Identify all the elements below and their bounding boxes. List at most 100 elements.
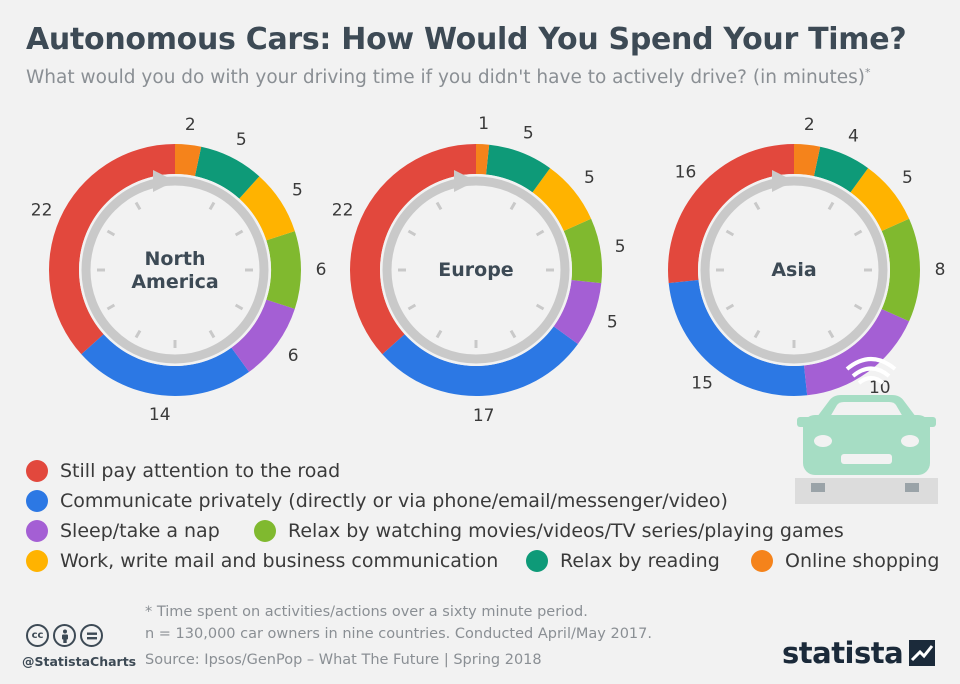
clock-tick-north-america [234, 303, 244, 311]
legend-label-shopping: Online shopping [785, 550, 940, 572]
statista-logo[interactable]: statista [782, 636, 936, 670]
clock-tick-north-america [134, 201, 142, 211]
slice-europe-relax-movies [563, 218, 602, 284]
donut-europe: 22 17 5 5 5 5 1 Europe [332, 114, 626, 426]
slice-asia-reading [813, 146, 869, 193]
clock-tick-asia [853, 229, 863, 237]
slice-europe-sleep [553, 280, 602, 345]
slice-north-america-shopping [175, 144, 202, 177]
value-label-europe-reading: 5 [523, 124, 534, 144]
legend-item-shopping: Online shopping [751, 550, 939, 572]
slice-asia-communicate [668, 280, 808, 396]
clock-tick-asia [753, 329, 761, 339]
clock-tick-europe [509, 329, 517, 339]
donut-asia: 16 15 10 8 5 4 2 Asia [668, 115, 945, 398]
legend-item-sleep: Sleep/take a nap [26, 520, 220, 542]
footnote-note: * Time spent on activities/actions over … [145, 604, 588, 620]
region-label-asia: Asia [771, 259, 816, 281]
by-icon[interactable] [53, 624, 76, 647]
value-label-asia-reading: 4 [848, 127, 859, 147]
donut-north-america: 22 14 6 6 5 5 2 North America [31, 115, 327, 425]
subtitle-footnote-mark: * [864, 66, 871, 79]
value-label-europe-communicate: 17 [473, 406, 495, 426]
clock-arrow-asia [772, 170, 794, 192]
slice-europe-communicate [382, 326, 578, 397]
legend-item-reading: Relax by reading [526, 550, 720, 572]
clock-tick-europe [535, 303, 545, 311]
value-label-asia-relax-movies: 8 [935, 260, 946, 280]
statista-wordmark: statista [782, 636, 904, 670]
region-label-north-america: North America [131, 248, 218, 293]
legend-label-relax-movies: Relax by watching movies/videos/TV serie… [288, 520, 844, 542]
source-note[interactable]: Source: Ipsos/GenPop – What The Future |… [145, 652, 542, 668]
region-label-europe: Europe [438, 259, 513, 281]
legend-item-road: Still pay attention to the road [26, 460, 340, 482]
legend-swatch-reading [526, 550, 548, 572]
value-label-north-america-communicate: 14 [149, 405, 171, 425]
clock-tick-asia [753, 201, 761, 211]
clock-arrow-north-america [153, 170, 175, 192]
value-label-europe-road: 22 [332, 201, 354, 221]
legend-swatch-road [26, 460, 48, 482]
legend-label-communicate: Communicate privately (directly or via p… [60, 490, 728, 512]
clock-tick-europe [535, 229, 545, 237]
legend-label-work: Work, write mail and business communicat… [60, 550, 499, 572]
value-label-north-america-relax-movies: 6 [316, 260, 327, 280]
slice-asia-road [668, 144, 794, 284]
statista-mark-icon [909, 640, 936, 666]
slice-north-america-relax-movies [266, 231, 302, 309]
nd-icon[interactable] [80, 624, 103, 647]
slice-europe-reading [486, 144, 551, 193]
clock-tick-north-america [208, 201, 216, 211]
legend-swatch-work [26, 550, 48, 572]
legend-label-sleep: Sleep/take a nap [60, 520, 220, 542]
slice-north-america-reading [194, 146, 260, 199]
value-label-europe-sleep: 5 [607, 312, 618, 332]
value-label-europe-relax-movies: 5 [615, 237, 626, 257]
value-label-north-america-shopping: 2 [185, 115, 196, 135]
clock-arrow-europe [454, 170, 476, 192]
clock-face-north-america [79, 174, 271, 366]
clock-tick-europe [435, 329, 443, 339]
slice-europe-work [532, 168, 592, 231]
legend-label-road: Still pay attention to the road [60, 460, 341, 482]
value-label-europe-shopping: 1 [478, 114, 489, 134]
legend-item-work: Work, write mail and business communicat… [26, 550, 498, 572]
slice-north-america-sleep [231, 299, 295, 372]
car-icon [795, 357, 938, 504]
clock-tick-europe [435, 201, 443, 211]
clock-tick-asia [853, 303, 863, 311]
legend-item-communicate: Communicate privately (directly or via p… [26, 490, 728, 512]
value-label-asia-communicate: 15 [691, 373, 713, 393]
value-label-north-america-work: 5 [292, 180, 303, 200]
value-label-north-america-road: 22 [31, 201, 53, 221]
clock-face-europe [380, 174, 572, 366]
value-label-north-america-sleep: 6 [288, 346, 299, 366]
clock-tick-asia [827, 329, 835, 339]
slice-north-america-communicate [81, 334, 250, 397]
subtitle-text: What would you do with your driving time… [26, 67, 865, 89]
value-label-north-america-reading: 5 [236, 130, 247, 150]
legend-swatch-relax-movies [254, 520, 276, 542]
slice-north-america-road [48, 144, 175, 355]
value-label-asia-shopping: 2 [804, 115, 815, 135]
slice-europe-shopping [476, 144, 490, 175]
clock-face-asia [698, 174, 890, 366]
clock-tick-asia [827, 201, 835, 211]
twitter-handle[interactable]: @StatistaCharts [22, 654, 137, 669]
slice-europe-road [349, 144, 476, 355]
clock-tick-asia [725, 229, 735, 237]
donut-charts: 22 14 6 6 5 5 2 North America 22 17 5 5 5 5 1 Europe 16 15… [31, 114, 946, 426]
clock-tick-north-america [134, 329, 142, 339]
slice-asia-work [850, 168, 910, 231]
slice-asia-sleep [804, 309, 910, 396]
legend-item-relax-movies: Relax by watching movies/videos/TV serie… [254, 520, 844, 542]
chart-subtitle: What would you do with your driving time… [26, 66, 870, 88]
license-icons: cc [26, 624, 103, 647]
footnote-sample: n = 130,000 car owners in nine countries… [145, 626, 652, 642]
clock-tick-north-america [208, 329, 216, 339]
slice-north-america-work [239, 176, 295, 241]
clock-tick-europe [407, 229, 417, 237]
clock-tick-europe [509, 201, 517, 211]
cc-icon[interactable]: cc [26, 624, 49, 647]
